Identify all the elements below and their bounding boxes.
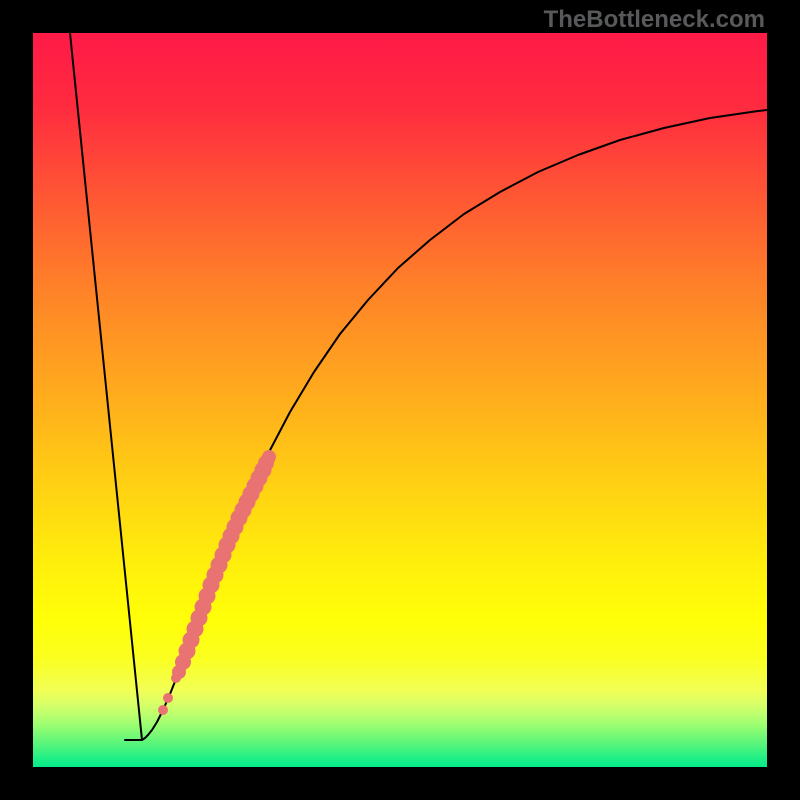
watermark-text: TheBottleneck.com [544, 6, 765, 34]
plot-area [33, 33, 767, 767]
curve-layer [33, 33, 767, 767]
trail-marker [163, 693, 173, 703]
trail-marker [262, 450, 276, 464]
left-descending-line [70, 33, 142, 740]
right-asymptotic-curve [142, 110, 767, 740]
marker-trail [158, 450, 276, 715]
trail-marker [158, 705, 168, 715]
chart-root: TheBottleneck.com [0, 0, 800, 800]
